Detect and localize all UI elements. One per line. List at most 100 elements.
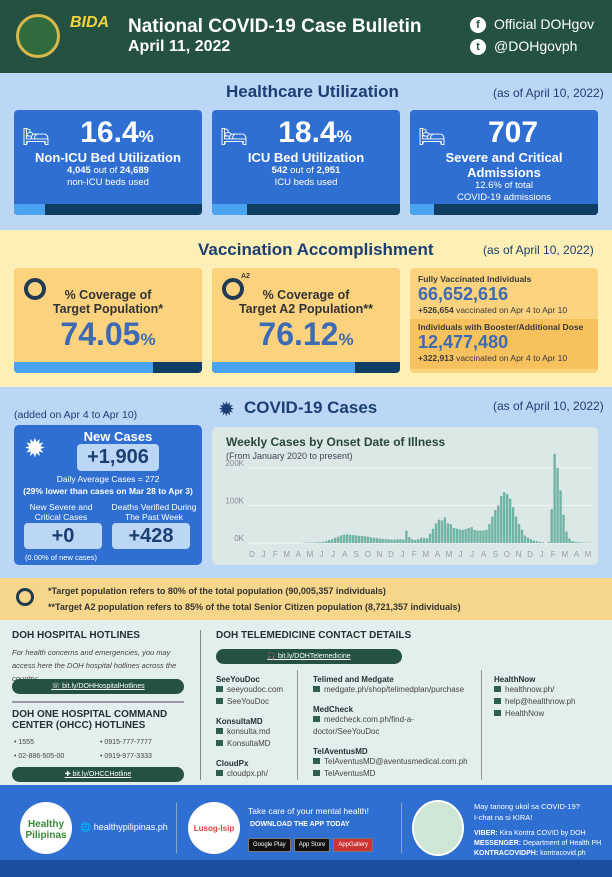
provider-contact[interactable]: help@healthnow.ph bbox=[494, 696, 604, 708]
facebook-link[interactable]: f Official DOHgov bbox=[470, 16, 594, 34]
magnifier-person-icon bbox=[24, 278, 46, 300]
chart-bar bbox=[535, 541, 539, 543]
telemedicine-provider: MedCheck medcheck.com.ph/find-a-doctor/Se… bbox=[313, 705, 478, 738]
telemedicine-provider: TelAventusMD TelAventusMD@aventusmedical.… bbox=[313, 747, 478, 780]
chart-bar bbox=[523, 535, 527, 543]
chart-bar bbox=[387, 539, 390, 543]
download-text: DOWNLOAD THE APP TODAY bbox=[250, 821, 350, 828]
x-tick-label: A bbox=[296, 550, 302, 559]
provider-contact[interactable]: healthnow.ph/ bbox=[494, 684, 604, 696]
contact-icon bbox=[313, 770, 320, 776]
x-tick-label: J bbox=[540, 550, 544, 559]
chart-bar bbox=[476, 530, 479, 543]
chart-bar bbox=[345, 534, 349, 543]
x-tick-label: D bbox=[388, 550, 394, 559]
card-value: 18.4% bbox=[278, 116, 352, 149]
bed-icon: 🛏 bbox=[22, 124, 50, 149]
provider-contact[interactable]: TelAventusMD bbox=[313, 768, 478, 780]
card-detail: ICU beds used bbox=[274, 177, 338, 188]
x-tick-label: J bbox=[401, 550, 405, 559]
chart-bar bbox=[443, 517, 447, 543]
chart-bar bbox=[553, 453, 556, 543]
telemedicine-column: HealthNow healthnow.ph/help@healthnow.ph H… bbox=[494, 675, 604, 729]
app-store-badge[interactable]: App Store bbox=[293, 838, 331, 852]
x-tick-label: M bbox=[307, 550, 314, 559]
chart-bar bbox=[342, 534, 346, 543]
hotlines-description: For health concerns and emergencies, you… bbox=[12, 648, 177, 683]
globe-icon: 🌐 bbox=[80, 822, 92, 832]
chart-bar bbox=[322, 541, 325, 543]
vaccination-as-of: (as of April 10, 2022) bbox=[483, 243, 594, 257]
x-tick-label: J bbox=[470, 550, 474, 559]
x-tick-label: A bbox=[342, 550, 348, 559]
fully-label: Fully Vaccinated Individuals bbox=[418, 274, 532, 284]
contact-icon bbox=[494, 698, 501, 704]
x-tick-label: N bbox=[377, 550, 383, 559]
virus-warning-icon: ✹ bbox=[24, 433, 46, 463]
provider-contact[interactable]: cloudpx.ph/ bbox=[216, 768, 296, 780]
chart-bar bbox=[390, 539, 393, 543]
healthy-pilipinas-link[interactable]: 🌐 healthypilipinas.ph bbox=[80, 822, 168, 832]
provider-contact[interactable]: medgate.ph/shop/telimedplan/purchase bbox=[313, 684, 478, 696]
chart-bar bbox=[434, 523, 438, 543]
provider-contact[interactable]: HealthNow bbox=[494, 708, 604, 720]
chart-bar bbox=[363, 536, 367, 543]
booster-label: Individuals with Booster/Additional Dose bbox=[418, 322, 584, 332]
chart-bar bbox=[479, 530, 482, 543]
booster-value: 12,477,480 bbox=[418, 332, 509, 352]
chart-bar bbox=[351, 535, 355, 543]
provider-name: MedCheck bbox=[313, 705, 354, 714]
x-tick-label: D bbox=[527, 550, 533, 559]
chart-bar bbox=[574, 541, 577, 543]
x-tick-label: S bbox=[354, 550, 359, 559]
page-title: National COVID-19 Case Bulletin bbox=[128, 16, 422, 37]
twitter-link[interactable]: t @DOHgovph bbox=[470, 38, 578, 56]
chart-bar bbox=[538, 541, 541, 543]
severe-label: New Severe and Critical Cases bbox=[29, 502, 93, 522]
twitter-handle: @DOHgovph bbox=[494, 38, 578, 54]
chart-bar bbox=[384, 539, 387, 543]
provider-contact[interactable]: TelAventusMD@aventusmedical.com.ph bbox=[313, 756, 478, 768]
divider bbox=[401, 803, 402, 853]
lusog-isip-logo: Lusog-Isip bbox=[188, 802, 240, 854]
chart-bar bbox=[357, 535, 361, 543]
utilization-progress bbox=[410, 204, 598, 215]
google-play-badge[interactable]: Google Play bbox=[248, 838, 291, 852]
chart-bar bbox=[520, 529, 524, 543]
x-tick-label: M bbox=[561, 550, 568, 559]
coverage-progress bbox=[14, 362, 202, 373]
x-tick-label: F bbox=[273, 550, 278, 559]
telemedicine-provider: KonsultaMD konsulta.md KonsultaMD bbox=[216, 717, 296, 750]
chart-bar bbox=[559, 490, 562, 543]
x-tick-label: M bbox=[446, 550, 453, 559]
telemedicine-provider: SeeYouDoc seeyoudoc.com SeeYouDoc bbox=[216, 675, 296, 708]
card-label: Target A2 Population** bbox=[238, 302, 374, 316]
chart-bar bbox=[348, 534, 352, 543]
healthcare-card: 🛏 707 Severe and Critical Admissions 12.… bbox=[410, 110, 598, 215]
icu-bed-warning-icon: 🛏 bbox=[418, 124, 446, 149]
provider-contact[interactable]: medcheck.com.ph/find-a-doctor/SeeYouDoc bbox=[313, 715, 414, 736]
x-tick-label: D bbox=[249, 550, 255, 559]
provider-contact[interactable]: KonsultaMD bbox=[216, 738, 296, 750]
chart-bar bbox=[408, 536, 411, 543]
chart-bar bbox=[562, 514, 565, 543]
hotline-number: • 1555 bbox=[14, 739, 34, 746]
provider-contact[interactable]: SeeYouDoc bbox=[216, 696, 296, 708]
phone-icon: ☏ bbox=[51, 683, 61, 690]
twitter-icon: t bbox=[470, 39, 486, 56]
chart-bar bbox=[547, 541, 550, 543]
hospital-hotlines-link[interactable]: ☏ bit.ly/DOHHospitalHotlines bbox=[12, 679, 184, 694]
chart-bar bbox=[488, 524, 491, 543]
hotline-number: • 0915-777-7777 bbox=[100, 739, 152, 746]
provider-contact[interactable]: konsulta.md bbox=[216, 726, 296, 738]
telemedicine-link[interactable]: 🎧 bit.ly/DOHTelemedicine bbox=[216, 649, 402, 664]
a2-badge: A2 bbox=[241, 273, 250, 280]
provider-contact[interactable]: seeyoudoc.com bbox=[216, 684, 296, 696]
ohcc-hotline-link[interactable]: ✚ bit.ly/OHCCHotline bbox=[12, 767, 184, 782]
icu-bed-icon: 🛏 bbox=[220, 124, 248, 149]
bottom-bar bbox=[0, 860, 612, 877]
healthcare-as-of: (as of April 10, 2022) bbox=[493, 86, 604, 100]
appgallery-badge[interactable]: AppGallery bbox=[333, 838, 374, 852]
facebook-icon: f bbox=[470, 17, 486, 34]
